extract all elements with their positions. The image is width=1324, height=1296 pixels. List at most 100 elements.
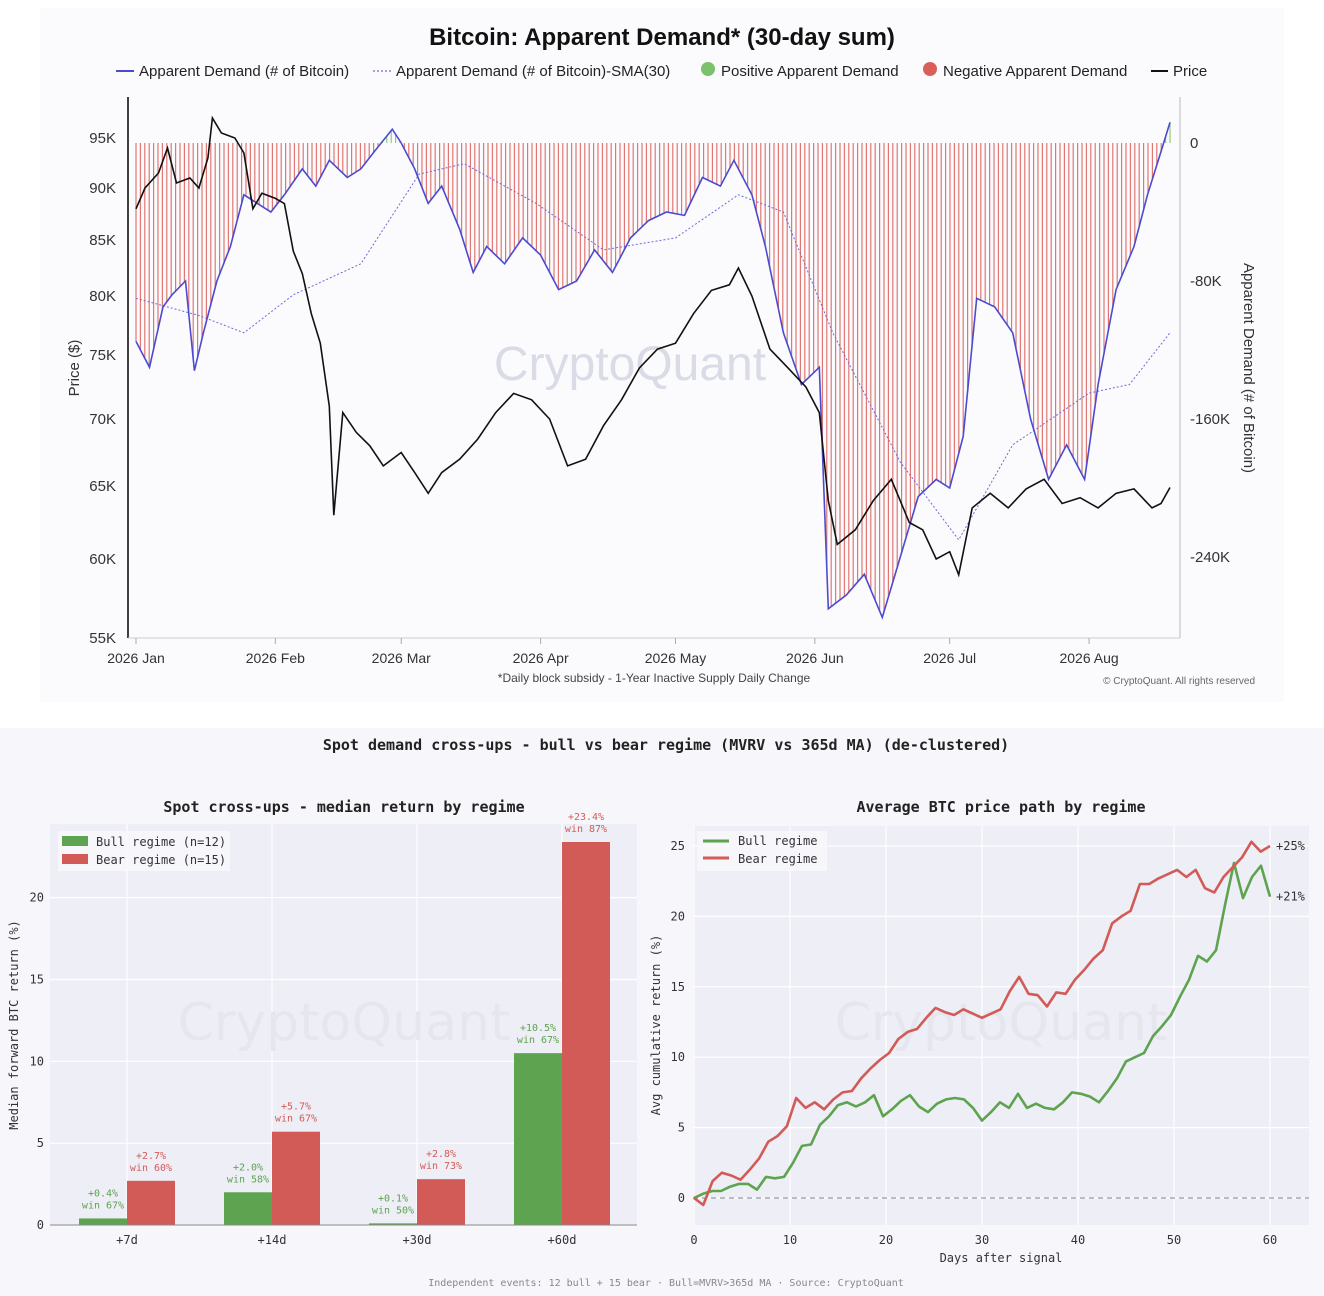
top-x-tick: 2026 Aug [1059,650,1118,666]
bar-y-axis-label: Median forward BTC return (%) [7,920,21,1130]
bear-bar-win: win 87% [565,824,607,835]
top-y-tick: 70K [89,411,116,428]
bar-x-tick: +14d [258,1233,287,1247]
top-y2-tick: -240K [1190,549,1230,566]
path-x-tick: 60 [1263,1233,1277,1247]
top-ticks: 95K 90K 85K 80K 75K 70K 65K 60K 55K 0 -80K -160K -24… [89,130,1230,666]
legend-item-sma: Apparent Demand (# of Bitcoin)-SMA(30) [373,63,670,80]
bull-bar-label: +10.5% [520,1023,556,1034]
legend-item-apparent-demand: Apparent Demand (# of Bitcoin) [116,63,349,80]
legend-item-negative: Negative Apparent Demand [923,62,1127,80]
bar-x-tick: +60d [548,1233,577,1247]
top-x-tick: 2026 Jun [786,650,844,666]
bar-y-tick: 20 [30,891,44,905]
legend-swatch-negative [923,62,937,76]
bull-bar [224,1192,272,1225]
top-card [40,8,1284,702]
bear-bar [417,1179,465,1225]
bar-y-tick: 15 [30,972,44,986]
top-y-axis-label: Price ($) [66,340,83,397]
path-x-tick: 0 [690,1233,697,1247]
top-y-tick: 85K [89,232,116,249]
bar-legend-label-bear: Bear regime (n=15) [96,853,226,867]
bull-regime-line [693,861,1272,1200]
legend-label-positive: Positive Apparent Demand [721,63,899,80]
bull-bar [514,1053,562,1226]
bear-bar-label: +5.7% [281,1102,311,1113]
top-y-tick: 55K [89,630,116,647]
top-watermark: CryptoQuant [494,338,766,391]
path-y-tick: 10 [671,1050,685,1064]
bar-watermark: CryptoQuant [178,993,511,1053]
bear-bar-win: win 73% [420,1161,462,1172]
top-legend: Apparent Demand (# of Bitcoin) Apparent … [116,62,1207,80]
legend-item-price: Price [1151,63,1207,80]
bar-legend-label-bull: Bull regime (n=12) [96,835,226,849]
path-y-tick: 0 [678,1191,685,1205]
bear-bar [272,1131,320,1226]
path-y-tick: 25 [671,839,685,853]
path-x-tick: 30 [975,1233,989,1247]
top-x-tick: 2026 Feb [246,650,305,666]
bull-bar-win: win 50% [372,1205,414,1216]
sma-line [135,163,1171,541]
top-x-tick: 2026 Jan [107,650,165,666]
apparent-demand-line [135,122,1171,620]
legend-label-price: Price [1173,63,1207,80]
top-lines [135,115,1171,620]
price-line [135,115,1171,578]
bar-legend-swatch-bear [62,854,88,864]
top-y2-tick: -80K [1190,273,1222,290]
bear-bar-win: win 67% [275,1114,317,1125]
bar-x-tick: +30d [403,1233,432,1247]
bottom-suptitle: Spot demand cross-ups - bull vs bear reg… [323,736,1009,754]
path-x-tick: 10 [783,1233,797,1247]
bar-y-tick: 0 [37,1218,44,1232]
top-y2-tick: 0 [1190,135,1198,152]
bar-marks: +7d+0.4%win 67%+2.7%win 60%+14d+2.0%win … [79,812,610,1247]
legend-label-negative: Negative Apparent Demand [943,63,1127,80]
bull-bar-label: +2.0% [233,1162,263,1173]
bull-bar-label: +0.4% [88,1188,118,1199]
path-legend: Bull regime Bear regime [697,831,827,871]
bear-bar-label: +2.7% [136,1151,166,1162]
bar-x-tick: +7d [116,1233,138,1247]
top-y-tick: 75K [89,347,116,364]
bull-bar-win: win 58% [227,1174,269,1185]
bar-chart-title: Spot cross-ups - median return by regime [163,798,524,816]
path-y-axis-label: Avg cumulative return (%) [649,935,663,1116]
path-watermark: CryptoQuant [835,993,1168,1053]
bull-end-label: +21% [1276,890,1306,904]
bull-bar-label: +0.1% [378,1193,408,1204]
bull-bar [369,1223,417,1225]
top-y-tick: 80K [89,288,116,305]
path-legend-label-bear: Bear regime [738,852,817,866]
top-y-tick: 90K [89,180,116,197]
top-y2-axis-label: Apparent Demand (# of Bitcoin) [1240,263,1257,473]
bottom-footnote: Independent events: 12 bull + 15 bear · … [428,1278,904,1289]
path-legend-box [697,831,827,871]
bar-y-tick: 10 [30,1054,44,1068]
bar-legend: Bull regime (n=12) Bear regime (n=15) [58,831,230,871]
bear-bar-label: +23.4% [568,812,604,823]
path-x-axis-label: Days after signal [940,1251,1063,1265]
bear-bar-win: win 60% [130,1163,172,1174]
path-legend-label-bull: Bull regime [738,834,817,848]
bar-legend-swatch-bull [62,836,88,846]
bear-regime-line [693,840,1271,1207]
bull-bar-win: win 67% [82,1200,124,1211]
legend-swatch-positive [701,62,715,76]
path-y-tick: 20 [671,909,685,923]
top-y2-tick: -160K [1190,411,1230,428]
top-footnote: *Daily block subsidy - 1-Year Inactive S… [498,671,811,685]
top-x-tick: 2026 Jul [923,650,976,666]
legend-label-sma: Apparent Demand (# of Bitcoin)-SMA(30) [396,63,670,80]
top-negative-demand-bars [135,122,1171,612]
path-marks: +25% +21% [693,839,1306,1207]
bar-y-tick: 5 [37,1136,44,1150]
bear-end-label: +25% [1276,839,1306,853]
path-x-tick: 20 [879,1233,893,1247]
top-y-tick: 60K [89,551,116,568]
